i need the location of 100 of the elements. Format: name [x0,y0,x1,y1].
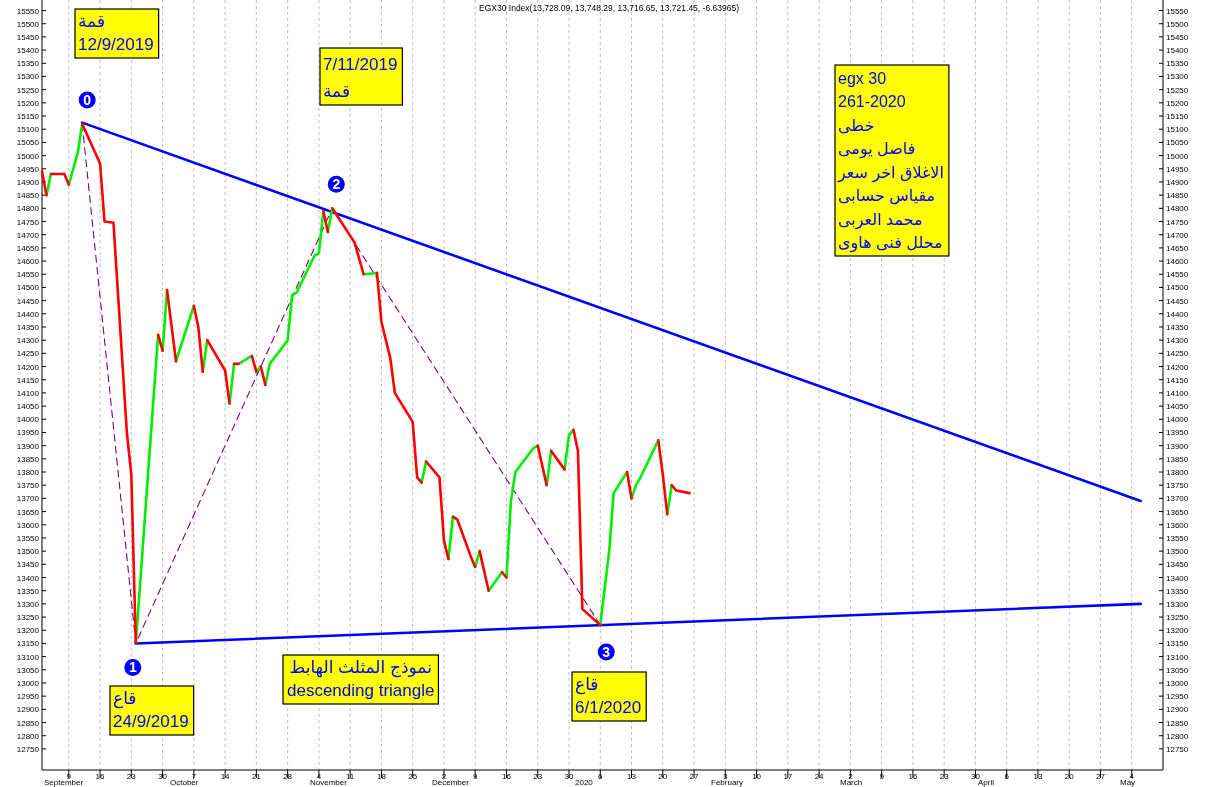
y2-tick-label: 14650 [1166,243,1189,253]
annotation: 3 [602,643,611,660]
y2-tick-label: 14750 [1166,217,1189,227]
y-tick-label: 13950 [16,428,40,438]
x-tick-label: 30 [970,772,981,781]
y2-tick-label: 15000 [1166,151,1189,161]
y2-tick-label: 13500 [1166,547,1189,557]
y2-tick-label: 13250 [1166,613,1189,623]
x-tick-label: 2 [441,772,447,781]
x-tick-label: 13 [1033,772,1043,781]
y2-tick-label: 13950 [1166,428,1189,438]
x-tick-label: 4 [1129,772,1135,781]
y2-tick-label: 14500 [1166,283,1189,293]
y2-tick-label: 14300 [1166,336,1189,346]
y2-tick-label: 14050 [1166,402,1189,412]
y2-tick-label: 15050 [1166,138,1189,148]
y2-tick-label: 12900 [1166,705,1189,715]
text: November [310,778,348,787]
y2-tick-label: 13550 [1166,533,1189,543]
y-tick-label: 13150 [16,639,40,649]
y-tick-label: 15000 [16,151,40,161]
y-tick-label: 12950 [16,692,40,702]
y2-tick-label: 14900 [1166,177,1189,187]
annotation: مقياس حسابى [838,187,936,205]
x-tick-label: 17 [783,772,793,781]
x-tick-label: 30 [564,772,574,781]
y-tick-label: 14100 [16,388,40,398]
y-tick-label: 14900 [16,177,40,187]
y2-tick-label: 12750 [1166,744,1189,754]
x-tick-label: 27 [689,772,700,781]
x-tick-label: 16 [502,772,512,781]
x-tick-label: 27 [1096,772,1106,781]
y2-tick-label: 14800 [1166,204,1189,214]
y2-tick-label: 13100 [1166,652,1189,662]
y-tick-label: 14750 [16,217,40,227]
y-tick-label: 14250 [16,349,40,359]
y-tick-label: 13900 [16,441,40,451]
y-tick-label: 12850 [16,718,40,728]
x-tick-label: 30 [158,772,168,781]
annotation: قاع [113,689,137,709]
x-tick-label: 6 [1004,772,1010,781]
y-tick-label: 13500 [16,547,40,557]
y2-tick-label: 13450 [1166,560,1189,570]
x-tick-label: 16 [908,772,918,781]
y2-tick-label: 15500 [1166,19,1189,29]
y-tick-label: 14500 [16,283,40,293]
y-tick-label: 13650 [16,507,40,517]
annotation: 261-2020 [838,93,906,110]
y2-tick-label: 14200 [1166,362,1189,372]
x-tick-label: 28 [283,772,293,781]
annotation: فاصل يومى [838,140,916,159]
y2-tick-label: 15100 [1166,125,1189,135]
x-tick-label: 18 [376,772,387,781]
x-tick-label: 23 [533,772,543,781]
y-tick-label: 13000 [16,678,40,688]
y2-tick-label: 14550 [1166,270,1189,280]
x-tick-label: 4 [316,772,322,781]
y-tick-label: 14850 [16,191,40,201]
y2-tick-label: 15250 [1166,85,1189,95]
y2-tick-label: 13400 [1166,573,1189,583]
y-tick-label: 14200 [16,362,40,372]
y-tick-label: 14050 [16,402,40,412]
x-tick-label: 10 [752,772,762,781]
y-tick-label: 14150 [16,375,40,385]
y2-tick-label: 13600 [1166,520,1189,530]
x-tick-label: 14 [220,772,231,781]
y-tick-label: 15450 [16,32,40,42]
y2-tick-label: 13300 [1166,599,1189,609]
y2-tick-label: 12950 [1166,692,1189,702]
annotation: 2 [332,176,341,193]
y-tick-label: 15500 [16,19,40,29]
y2-tick-label: 15550 [1166,6,1189,16]
y2-tick-label: 15400 [1166,46,1189,56]
annotation: محلل فنى هاوى [838,234,943,253]
annotation: egx 30 [838,69,887,87]
y-tick-label: 13050 [16,665,40,675]
annotation: قمة [78,12,106,31]
text: March [840,778,863,787]
y-tick-label: 15550 [16,6,40,16]
y2-tick-label: 14850 [1166,191,1189,201]
x-tick-label: 23 [126,772,137,781]
y2-tick-label: 12800 [1166,731,1189,741]
y-tick-label: 13700 [16,494,40,504]
text: December [432,778,470,787]
y2-tick-label: 14000 [1166,415,1189,425]
y2-tick-label: 14400 [1166,309,1189,319]
y-tick-label: 15400 [16,46,40,56]
y-tick-label: 12900 [16,705,40,715]
y-tick-label: 14950 [16,164,40,174]
y-tick-label: 15200 [16,98,40,108]
y-tick-label: 14450 [16,296,40,306]
y2-tick-label: 14150 [1166,375,1189,385]
y-tick-label: 13850 [16,454,40,464]
x-tick-label: 13 [627,772,637,781]
text: April [978,778,995,787]
y-tick-label: 15050 [16,138,40,148]
x-tick-label: 11 [346,772,355,781]
y-tick-label: 13100 [16,652,40,662]
y-tick-label: 14650 [16,243,40,253]
x-tick-label: 3 [723,772,729,781]
